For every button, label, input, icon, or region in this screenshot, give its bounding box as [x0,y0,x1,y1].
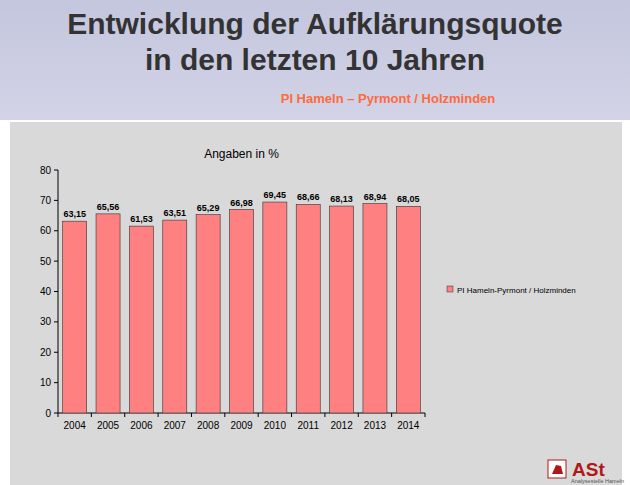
bar [63,221,87,413]
bar [229,210,253,413]
x-tick [358,413,359,417]
data-label: 68,94 [364,192,387,202]
x-tick-label: 2006 [130,420,153,431]
data-label: 68,05 [397,194,420,204]
legend: PI Hameln-Pyrmont / Holzminden [447,286,576,295]
y-tick-label: 50 [40,256,52,267]
y-tick [54,170,58,171]
y-tick-label: 0 [45,408,51,419]
data-label: 65,29 [197,203,220,213]
bar [330,206,354,413]
bar [396,206,420,413]
logo-text: ASt [572,459,605,480]
x-tick-label: 2008 [197,420,220,431]
x-tick [224,413,225,417]
y-tick [54,291,58,292]
data-label: 65,56 [97,202,120,212]
y-tick [54,200,58,201]
x-tick-label: 2012 [330,420,353,431]
data-labels: 63,15 65,56 61,53 63,51 65,29 66,98 69,45 68,66… [63,190,419,224]
data-label: 63,51 [164,208,187,218]
x-tick [158,413,159,417]
x-tick-label: 2005 [97,420,120,431]
bar [263,202,287,413]
data-label: 63,15 [63,209,86,219]
y-tick-label: 60 [40,225,52,236]
x-tick-label: 2013 [364,420,387,431]
x-tick-label: 2004 [64,420,87,431]
page-title: Entwicklung der Aufklärungsquote [67,7,563,40]
x-tick-label: 2007 [164,420,187,431]
data-label: 69,45 [264,190,287,200]
y-tick [54,261,58,262]
data-label: 66,98 [230,198,253,208]
y-tick [54,382,58,383]
x-tick [324,413,325,417]
bar [363,204,387,413]
logo-icon [552,465,563,474]
data-label: 61,53 [130,214,153,224]
data-label: 68,13 [330,194,353,204]
y-tick-label: 80 [40,165,52,176]
bar [296,204,320,413]
y-tick-label: 10 [40,377,52,388]
bar [196,215,220,413]
x-tick-label: 2009 [230,420,253,431]
page-title: in den letzten 10 Jahren [145,43,485,76]
x-tick [91,413,92,417]
page: Entwicklung der Aufklärungsquotein den l… [0,0,630,485]
header-band [0,0,630,120]
x-tick [191,413,192,417]
bar [96,214,120,413]
bar [163,220,187,413]
legend-label: PI Hameln-Pyrmont / Holzminden [457,286,576,295]
data-label: 68,66 [297,192,320,202]
logo-caption: Analysestelle Hameln [571,478,624,484]
bars [63,202,421,413]
x-tick [258,413,259,417]
x-tick [124,413,125,417]
x-tick [425,413,426,417]
bar [129,226,153,413]
y-tick-label: 20 [40,347,52,358]
x-tick [291,413,292,417]
chart-title: Angaben in % [204,147,279,161]
legend-swatch [447,286,453,292]
x-tick [58,413,59,417]
y-tick [54,352,58,353]
y-tick-label: 30 [40,316,52,327]
x-tick-label: 2011 [297,420,319,431]
y-tick-label: 70 [40,195,52,206]
x-tick-label: 2010 [264,420,287,431]
y-tick [54,413,58,414]
page-subtitle: PI Hameln – Pyrmont / Holzminden [281,91,496,106]
logo-shield [548,460,566,478]
y-tick [54,230,58,231]
chart-panel [10,122,622,485]
y-tick-label: 40 [40,286,52,297]
x-tick-label: 2014 [397,420,420,431]
y-tick [54,321,58,322]
x-tick [391,413,392,417]
